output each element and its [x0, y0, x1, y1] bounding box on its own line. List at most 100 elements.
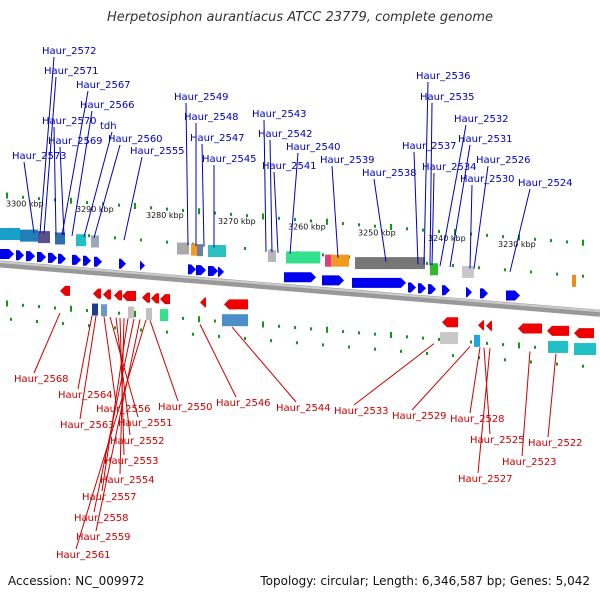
forward-gene-arrow [428, 284, 436, 295]
gene-label-top: Haur_2545 [202, 154, 257, 165]
leader-line-bottom [477, 348, 491, 474]
gene-label-top: Haur_2549 [174, 92, 229, 103]
tick-mark [504, 358, 506, 362]
reverse-gene-arrow [574, 328, 594, 339]
gene-label-top: Haur_2530 [460, 174, 515, 185]
tick-mark [244, 247, 246, 251]
tick-mark [310, 327, 312, 331]
forward-gene-arrow [352, 277, 406, 288]
gene-label-top: Haur_2535 [420, 92, 475, 103]
gene-label-bottom: Haur_2546 [216, 398, 271, 409]
forward-gene-arrow [58, 253, 66, 264]
gene-label-top: Haur_2567 [76, 80, 131, 91]
gene-label-top: Haur_2560 [108, 134, 163, 145]
tick-mark [140, 328, 142, 332]
reverse-gene-arrow [151, 293, 159, 304]
feature-box [55, 232, 65, 245]
feature-box [92, 303, 98, 316]
feature-box [160, 309, 168, 322]
tick-mark [134, 310, 136, 317]
genome-title: Herpetosiphon aurantiacus ATCC 23779, co… [106, 10, 494, 25]
gene-label-top: Haur_2540 [286, 142, 341, 153]
gene-label-top: Haur_2548 [184, 112, 239, 123]
leader-line-bottom [103, 316, 117, 404]
tick-mark [246, 214, 248, 218]
feature-box [38, 231, 50, 244]
forward-gene-arrow [218, 266, 224, 277]
gene-label-bottom: Haur_2568 [14, 374, 69, 385]
feature-box [208, 245, 226, 258]
tick-mark [86, 309, 88, 313]
tick-mark [322, 253, 324, 257]
reverse-gene-arrow [478, 320, 484, 331]
reverse-gene-arrow [103, 289, 111, 300]
backbone-line [0, 260, 600, 317]
tick-mark [454, 229, 456, 236]
leader-line-bottom [411, 346, 471, 411]
leader-line-top [61, 90, 89, 236]
tick-mark [470, 340, 472, 344]
tick-mark [182, 208, 184, 212]
backbone-highlight [0, 261, 600, 313]
reverse-gene-arrow [224, 299, 248, 310]
tick-mark [452, 264, 454, 268]
gene-label-bottom: Haur_2554 [100, 475, 155, 486]
tick-mark [530, 360, 532, 364]
leader-line-bottom [119, 318, 125, 475]
tick-mark [166, 330, 168, 334]
feature-box [222, 314, 248, 327]
tick-mark [22, 195, 24, 199]
tick-mark [198, 316, 200, 323]
kbp-tick-label: 3240 kbp [428, 234, 466, 243]
reverse-gene-arrow [93, 288, 101, 299]
tick-mark [326, 218, 328, 225]
tick-mark [534, 345, 536, 349]
gene-label-bottom: Haur_2563 [60, 420, 115, 431]
gene-label-top: Haur_2541 [262, 161, 317, 172]
tick-mark [278, 216, 280, 220]
tick-mark [426, 261, 428, 265]
tick-mark [278, 324, 280, 328]
reverse-gene-arrow [122, 291, 136, 302]
gene-label-bottom: Haur_2559 [76, 532, 131, 543]
feature-box [548, 340, 568, 353]
forward-gene-arrow [72, 254, 81, 265]
leader-line-top [71, 110, 93, 236]
tick-mark [438, 229, 440, 233]
tick-mark [390, 331, 392, 338]
forward-gene-arrow [37, 252, 46, 263]
tick-mark [486, 341, 488, 345]
forward-gene-arrow [466, 287, 472, 298]
leader-line-top [263, 119, 267, 252]
feature-box [191, 243, 197, 256]
gene-label-top: Haur_2534 [422, 162, 477, 173]
gene-label-top: Haur_2570 [42, 116, 97, 127]
tick-mark [502, 235, 504, 239]
gene-label-top: Haur_2532 [454, 114, 509, 125]
tick-mark [452, 354, 454, 358]
leader-line-top [39, 56, 55, 234]
tick-mark [310, 219, 312, 223]
tick-mark [244, 337, 246, 341]
tick-mark [348, 345, 350, 349]
feature-box [268, 249, 276, 262]
leader-line-top [83, 131, 113, 238]
forward-gene-arrow [506, 290, 520, 301]
gene-label-top: Haur_2542 [258, 129, 313, 140]
feature-box [76, 234, 86, 247]
gene-label-bottom: Haur_2557 [82, 492, 137, 503]
leader-line-bottom [93, 318, 135, 513]
leader-line-top [289, 152, 299, 254]
tick-mark [358, 223, 360, 227]
tick-mark [22, 303, 24, 307]
tick-mark [582, 364, 584, 368]
reverse-gene-arrow [547, 325, 569, 336]
forward-gene-arrow [442, 285, 450, 296]
leader-line-bottom [547, 353, 557, 438]
gene-label-bottom: Haur_2550 [158, 402, 213, 413]
tick-mark [322, 343, 324, 347]
feature-box [146, 307, 152, 320]
tick-mark [534, 237, 536, 241]
feature-box [474, 334, 480, 347]
tick-mark [270, 339, 272, 343]
